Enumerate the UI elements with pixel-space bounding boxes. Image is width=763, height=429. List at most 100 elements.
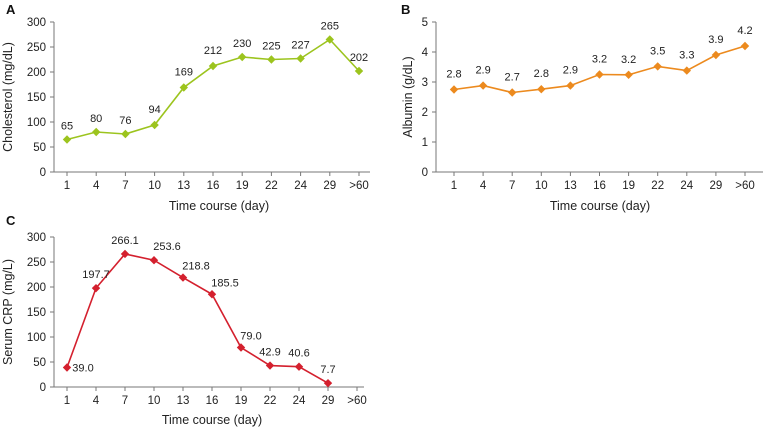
chart-cholesterol: A 0 50 100 150 200 250 300 1 4 7 10 13 16 19 22 24 29 >60… <box>1 2 370 213</box>
albumin-point <box>537 85 546 94</box>
crp-point <box>207 290 217 299</box>
cholesterol-data-label: 202 <box>350 52 368 64</box>
panel-letter-a: A <box>6 2 16 17</box>
albumin-x-tick-label: 19 <box>622 180 635 192</box>
cholesterol-data-label: 227 <box>291 40 309 52</box>
albumin-plot-area: 0 1 2 3 4 5 1 4 7 10 13 16 19 22 24 29 >60 2.8 2.9 2.7 2.8 2.… <box>422 17 763 192</box>
crp-y-tick-label: 300 <box>27 232 46 244</box>
albumin-x-tick-label: 4 <box>480 180 487 192</box>
albumin-data-label: 3.3 <box>679 50 694 62</box>
albumin-data-label: 2.8 <box>534 68 549 80</box>
crp-plot-area: 0 50 100 150 200 250 300 1 4 7 10 13 16 19 22 24 29 >60 39… <box>27 232 367 407</box>
albumin-x-tick-label: 16 <box>593 180 606 192</box>
crp-point <box>149 256 159 265</box>
albumin-x-tick-label: >60 <box>735 180 755 192</box>
crp-point <box>265 361 275 370</box>
cholesterol-x-tick-label: 19 <box>236 180 249 192</box>
cholesterol-y-tick-label: 0 <box>40 167 46 179</box>
albumin-point <box>595 70 604 79</box>
cholesterol-x-tick-label: 24 <box>294 180 307 192</box>
albumin-data-label: 2.7 <box>505 72 520 84</box>
albumin-point <box>711 50 721 60</box>
crp-y-tick-label: 250 <box>27 257 46 269</box>
crp-x-tick-label: 29 <box>322 395 335 407</box>
albumin-point <box>566 81 575 90</box>
crp-x-tick-label: 24 <box>293 395 306 407</box>
cholesterol-data-label: 225 <box>262 41 280 53</box>
cholesterol-y-axis-title: Cholesterol (mg/dL) <box>1 42 15 152</box>
crp-point <box>294 362 304 371</box>
cholesterol-x-tick-label: >60 <box>349 180 369 192</box>
cholesterol-y-tick-label: 100 <box>27 117 46 129</box>
albumin-y-tick-label: 3 <box>422 77 428 89</box>
albumin-y-tick-label: 4 <box>422 47 429 59</box>
albumin-point <box>624 70 633 79</box>
albumin-data-label: 3.5 <box>650 45 665 57</box>
crp-data-label: 7.7 <box>320 364 335 376</box>
crp-data-label: 266.1 <box>111 235 139 247</box>
crp-point <box>62 363 72 372</box>
panel-letter-b: B <box>401 2 410 17</box>
cholesterol-plot-area: 0 50 100 150 200 250 300 1 4 7 10 13 16 19 22 24 29 >60 65… <box>27 17 370 192</box>
albumin-point <box>449 85 459 94</box>
albumin-point <box>740 41 750 51</box>
cholesterol-data-label: 265 <box>321 21 339 33</box>
crp-y-tick-label: 50 <box>33 357 46 369</box>
crp-y-axis-title: Serum CRP (mg/L) <box>1 259 15 365</box>
cholesterol-point <box>62 135 72 144</box>
crp-data-label: 185.5 <box>211 277 239 289</box>
crp-x-tick-label: 22 <box>264 395 277 407</box>
albumin-y-tick-label: 2 <box>422 107 428 119</box>
crp-point <box>323 378 333 388</box>
cholesterol-point <box>325 35 334 44</box>
cholesterol-x-tick-label: 13 <box>177 180 190 192</box>
crp-data-label: 42.9 <box>259 347 280 359</box>
cholesterol-x-axis-title: Time course (day) <box>169 199 269 213</box>
cholesterol-y-tick-label: 250 <box>27 42 46 54</box>
albumin-point <box>508 88 517 97</box>
crp-y-tick-label: 150 <box>27 307 46 319</box>
albumin-x-tick-label: 7 <box>509 180 515 192</box>
crp-x-tick-label: 13 <box>177 395 190 407</box>
albumin-point <box>478 81 488 90</box>
albumin-data-label: 2.9 <box>563 65 578 77</box>
crp-y-tick-label: 0 <box>40 382 46 394</box>
albumin-data-label: 4.2 <box>737 25 752 37</box>
cholesterol-x-tick-label: 10 <box>148 180 161 192</box>
crp-data-label: 218.8 <box>182 261 210 273</box>
cholesterol-data-label: 65 <box>61 121 73 133</box>
crp-point <box>178 273 188 282</box>
cholesterol-point <box>150 120 159 130</box>
cholesterol-data-label: 94 <box>148 104 160 116</box>
crp-data-label: 39.0 <box>72 363 93 375</box>
albumin-x-tick-label: 29 <box>710 180 723 192</box>
albumin-data-label: 2.8 <box>446 69 461 81</box>
crp-point <box>120 249 130 259</box>
crp-x-axis-title: Time course (day) <box>162 413 262 427</box>
cholesterol-point <box>92 127 101 137</box>
cholesterol-y-tick-label: 50 <box>33 142 46 154</box>
cholesterol-point <box>121 129 130 139</box>
albumin-x-tick-label: 10 <box>535 180 548 192</box>
cholesterol-y-tick-label: 200 <box>27 67 46 79</box>
albumin-x-tick-label: 24 <box>680 180 693 192</box>
crp-x-tick-label: 1 <box>64 395 70 407</box>
albumin-data-label: 3.2 <box>621 54 636 66</box>
cholesterol-x-tick-label: 16 <box>207 180 220 192</box>
crp-x-tick-label: 16 <box>206 395 219 407</box>
cholesterol-point <box>267 55 276 64</box>
cholesterol-y-tick-label: 150 <box>27 92 46 104</box>
crp-data-label: 197.7 <box>82 269 110 281</box>
cholesterol-data-label: 169 <box>175 67 193 79</box>
chart-crp: C 0 50 100 150 200 250 300 1 4 7 10 13 16 19 22 24 29 >60… <box>1 213 367 427</box>
cholesterol-point <box>208 61 218 71</box>
cholesterol-x-tick-label: 1 <box>64 180 70 192</box>
cholesterol-x-tick-label: 29 <box>323 180 336 192</box>
crp-point <box>236 343 246 352</box>
cholesterol-data-label: 212 <box>204 45 222 57</box>
albumin-x-axis-title: Time course (day) <box>550 199 650 213</box>
crp-data-label: 253.6 <box>153 241 181 253</box>
albumin-y-axis-title: Albumin (g/dL) <box>401 56 415 137</box>
cholesterol-point <box>179 83 188 92</box>
